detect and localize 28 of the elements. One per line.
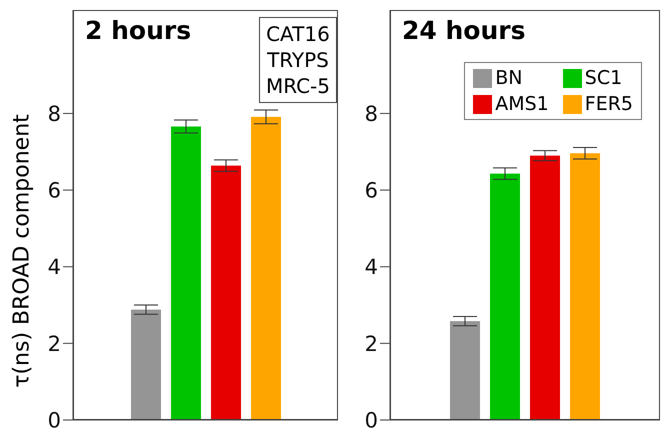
bar — [131, 310, 161, 420]
y-tick-label: 2 — [364, 332, 378, 356]
y-tick-label: 6 — [364, 178, 378, 203]
annotation: MRC-5 — [266, 73, 330, 99]
bar — [450, 321, 480, 420]
y-tick-label: 6 — [48, 178, 61, 203]
y-tick-label: 0 — [48, 408, 61, 432]
bar — [251, 116, 281, 420]
legend-label: FER5 — [584, 93, 633, 115]
bar — [490, 174, 520, 420]
annotation: CAT16 — [266, 21, 330, 47]
y-tick-label: 8 — [48, 102, 61, 126]
y-tick-label: 2 — [48, 332, 61, 356]
legend-label: AMS1 — [495, 93, 549, 115]
legend-label: SC1 — [584, 67, 622, 89]
y-tick-label: 8 — [364, 102, 378, 126]
chart-title: 24 hours — [402, 16, 526, 45]
y-tick-label: 4 — [48, 255, 61, 280]
chart-title: 2 hours — [85, 16, 192, 45]
y-axis-title: τ(ns) BROAD component — [10, 114, 34, 388]
legend-label: BN — [495, 67, 522, 89]
bar — [211, 166, 241, 420]
annotation: TRYPS — [266, 47, 330, 73]
y-tick-label: 4 — [364, 255, 378, 280]
bar — [570, 153, 600, 420]
bar — [171, 126, 201, 420]
y-tick-label: 0 — [364, 408, 378, 432]
bar — [530, 156, 560, 420]
